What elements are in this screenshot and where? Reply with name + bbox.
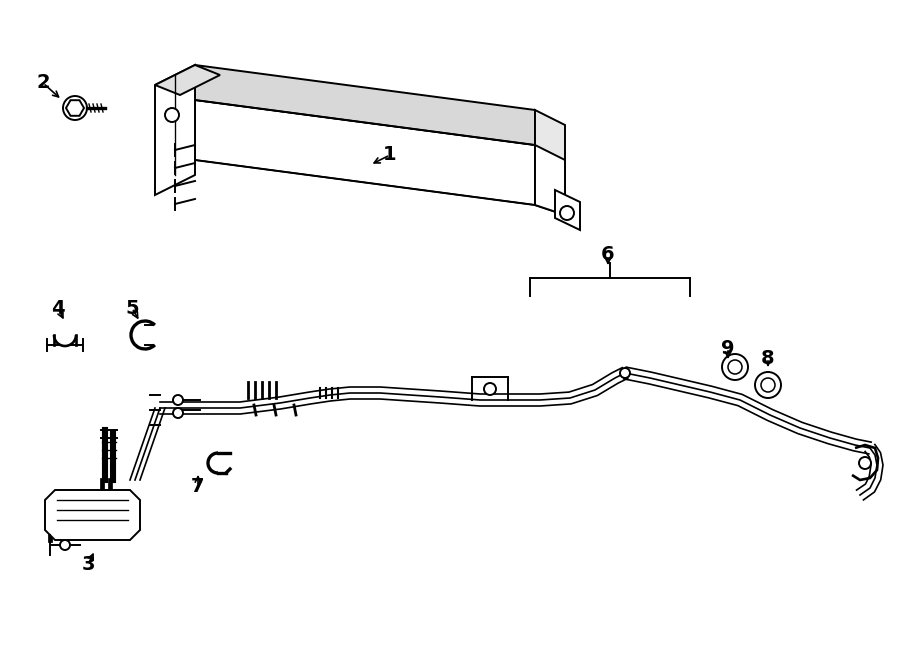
Circle shape [620, 368, 630, 378]
Circle shape [484, 383, 496, 395]
Text: 8: 8 [761, 348, 775, 368]
Text: 7: 7 [191, 477, 205, 496]
Circle shape [722, 354, 748, 380]
Polygon shape [535, 145, 565, 215]
Circle shape [63, 96, 87, 120]
Circle shape [761, 378, 775, 392]
Text: 1: 1 [383, 145, 397, 165]
Text: 3: 3 [81, 555, 94, 574]
Polygon shape [45, 490, 140, 540]
Circle shape [173, 395, 183, 405]
Polygon shape [155, 65, 220, 95]
Polygon shape [535, 110, 565, 215]
Text: 6: 6 [601, 245, 615, 264]
Polygon shape [66, 100, 84, 116]
Polygon shape [555, 190, 580, 230]
Text: 5: 5 [125, 299, 139, 317]
Circle shape [60, 540, 70, 550]
Circle shape [560, 206, 574, 220]
Polygon shape [195, 100, 535, 205]
Text: 2: 2 [36, 73, 50, 93]
Text: 9: 9 [721, 338, 734, 358]
Polygon shape [195, 65, 535, 145]
Text: 4: 4 [51, 299, 65, 317]
Circle shape [165, 108, 179, 122]
Circle shape [859, 457, 871, 469]
Circle shape [755, 372, 781, 398]
Polygon shape [155, 65, 195, 195]
Circle shape [173, 408, 183, 418]
Circle shape [728, 360, 742, 374]
